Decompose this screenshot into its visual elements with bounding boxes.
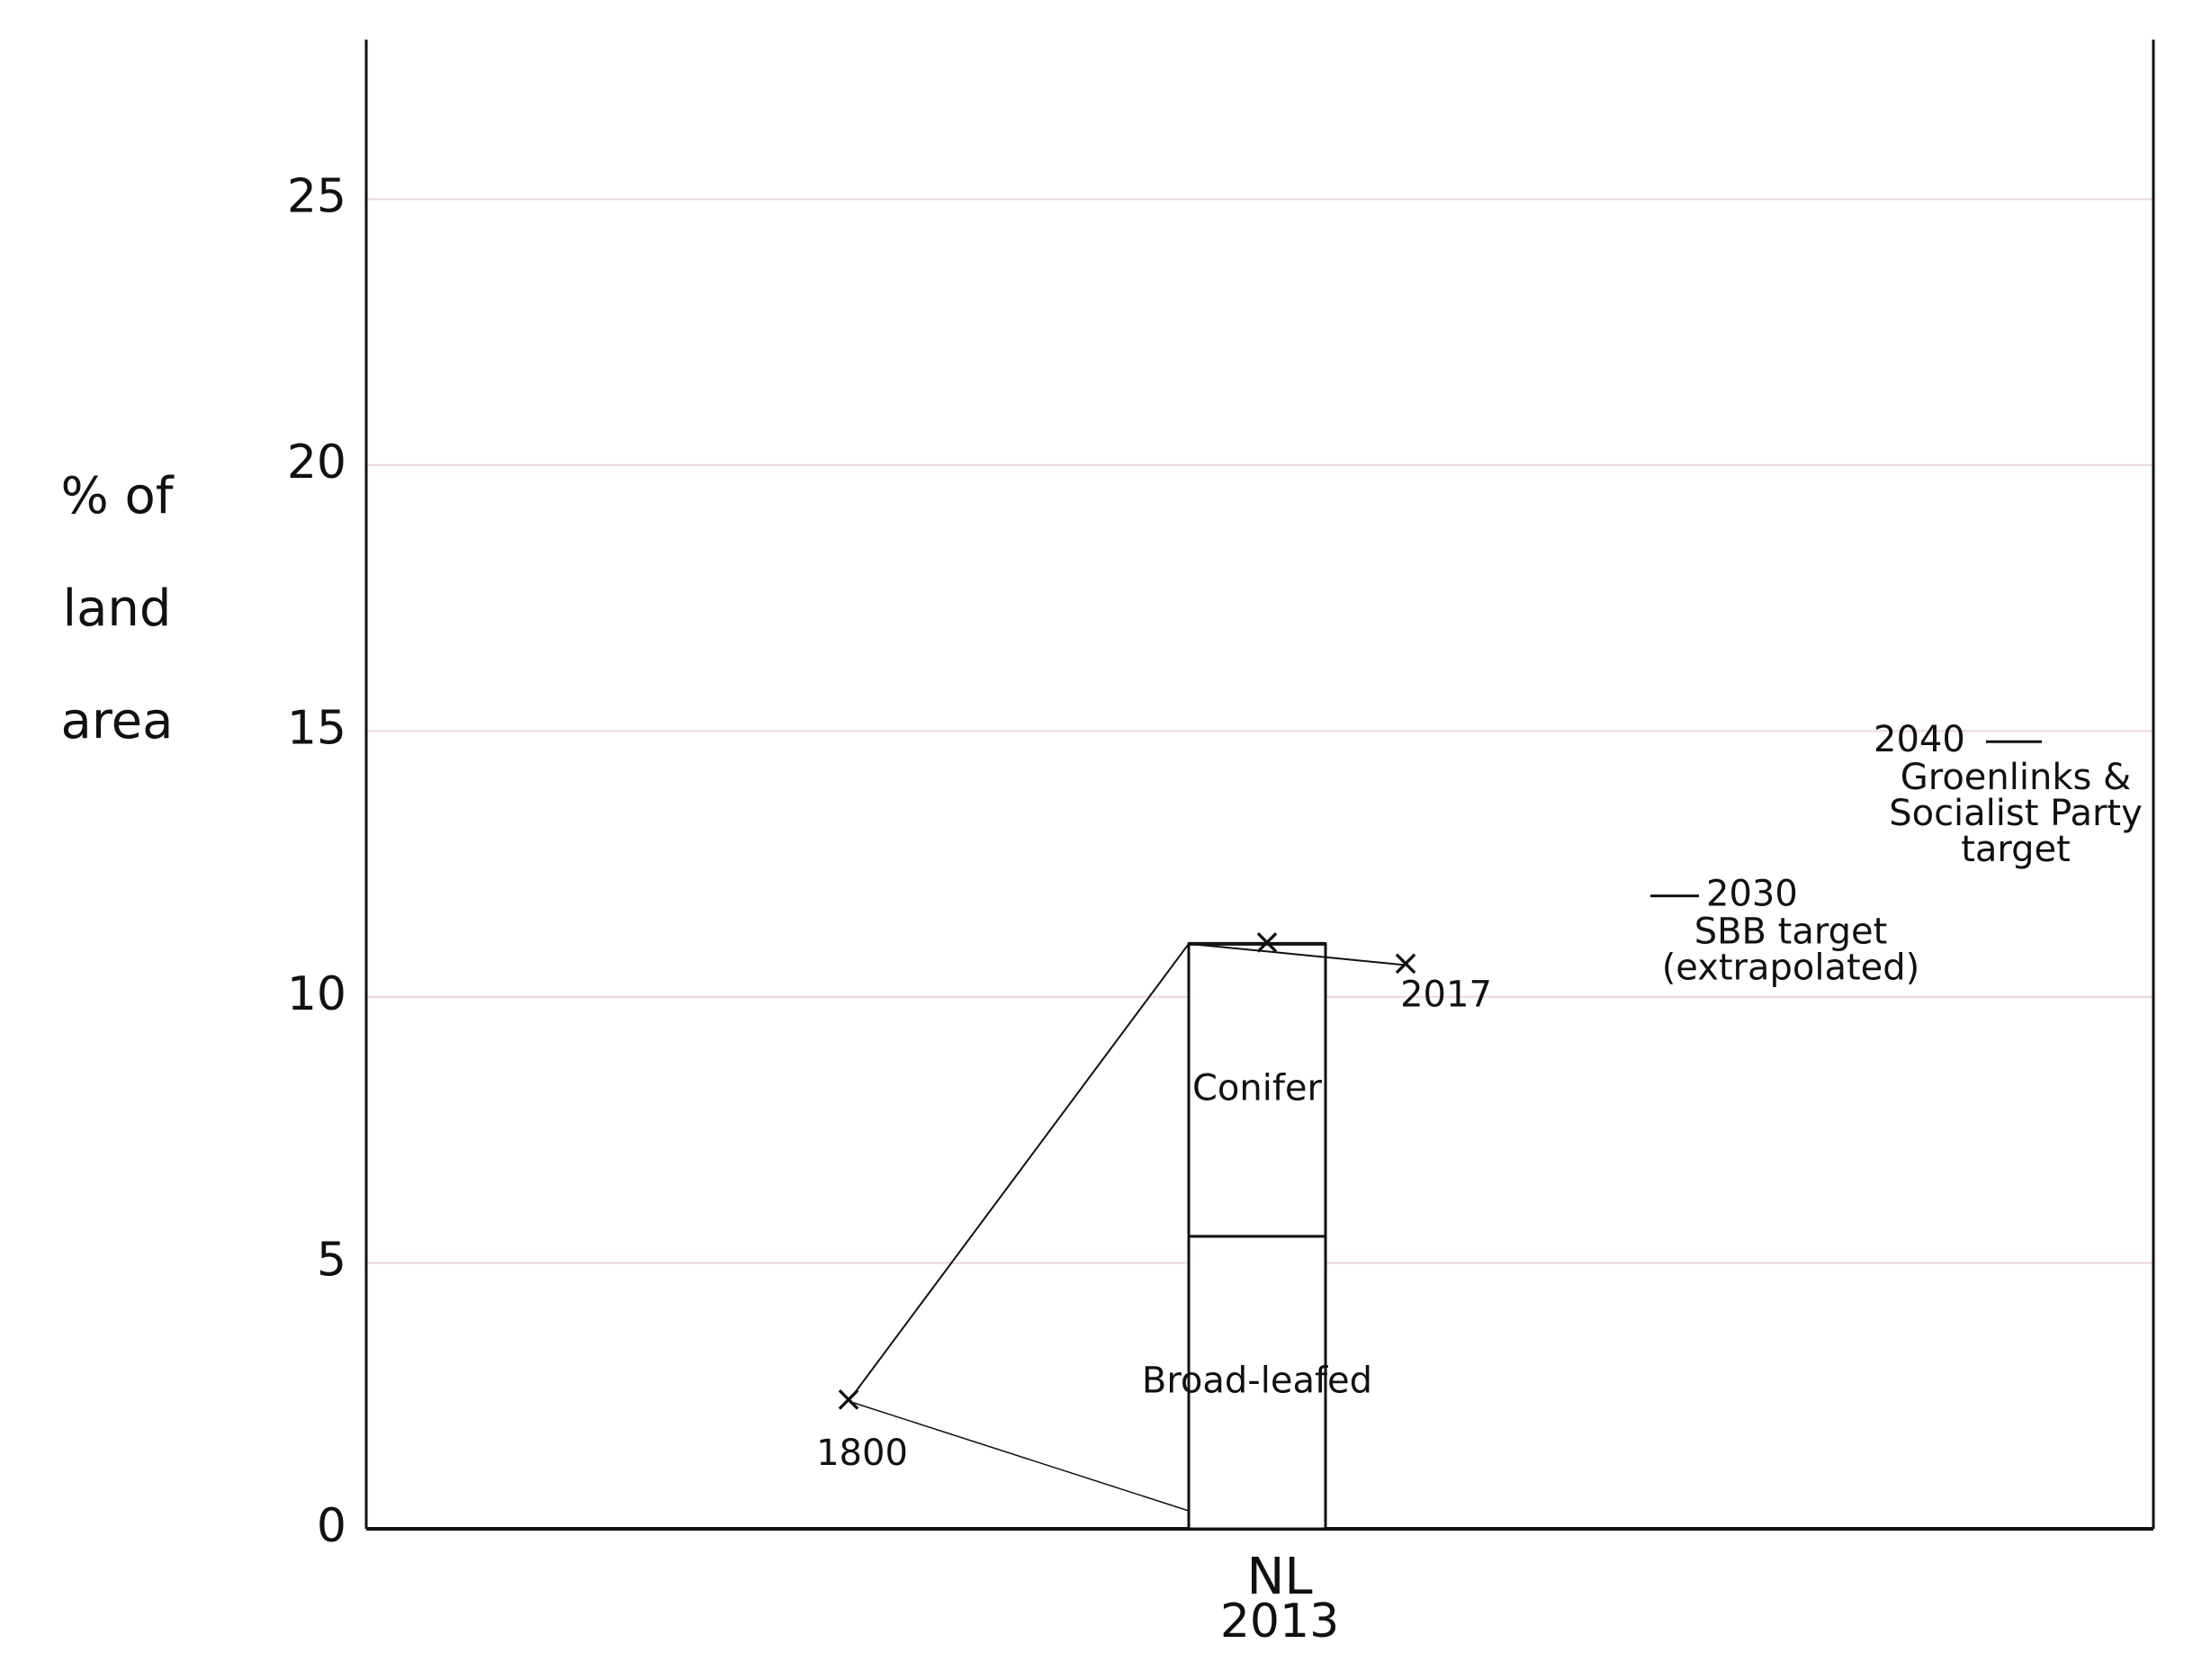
y-tick-label: 20: [287, 436, 346, 490]
target-note: Socialist Party: [1889, 793, 2143, 834]
target-note: (extrapolated): [1662, 948, 1920, 989]
y-axis-label: land: [63, 579, 172, 638]
trend-line: [1188, 942, 1407, 966]
target-note: target: [1961, 829, 2071, 870]
marker: ×: [833, 1379, 864, 1420]
y-tick-label: 0: [317, 1499, 346, 1553]
target-note: Groenlinks &: [1901, 757, 2131, 798]
bar-segment: [1187, 1235, 1327, 1531]
y-axis-label: % of: [61, 467, 175, 526]
bar-segment: [1187, 942, 1327, 1238]
target-note: SBB target: [1694, 912, 1888, 953]
target-year: 2040: [1874, 719, 1965, 760]
target-year: 2030: [1706, 874, 1798, 915]
marker-label: 2017: [1400, 974, 1492, 1015]
y-tick-label: 5: [317, 1233, 346, 1287]
marker: ×: [1390, 942, 1421, 984]
segment-label: Broad-leafed: [1142, 1360, 1372, 1401]
marker-label: 1800: [816, 1433, 908, 1474]
y-tick-label: 10: [287, 967, 346, 1021]
y-tick-label: 25: [287, 169, 346, 223]
stack-top-marker: ×: [1252, 921, 1282, 963]
x-tick-sublabel: 2013: [1220, 1595, 1339, 1649]
segment-label: Conifer: [1192, 1067, 1323, 1109]
y-tick-label: 15: [287, 701, 346, 755]
y-axis-label: area: [61, 692, 174, 750]
trend-line: [848, 943, 1190, 1402]
x-tick-label: NL: [1246, 1548, 1312, 1606]
lower-line: [848, 1400, 1190, 1512]
